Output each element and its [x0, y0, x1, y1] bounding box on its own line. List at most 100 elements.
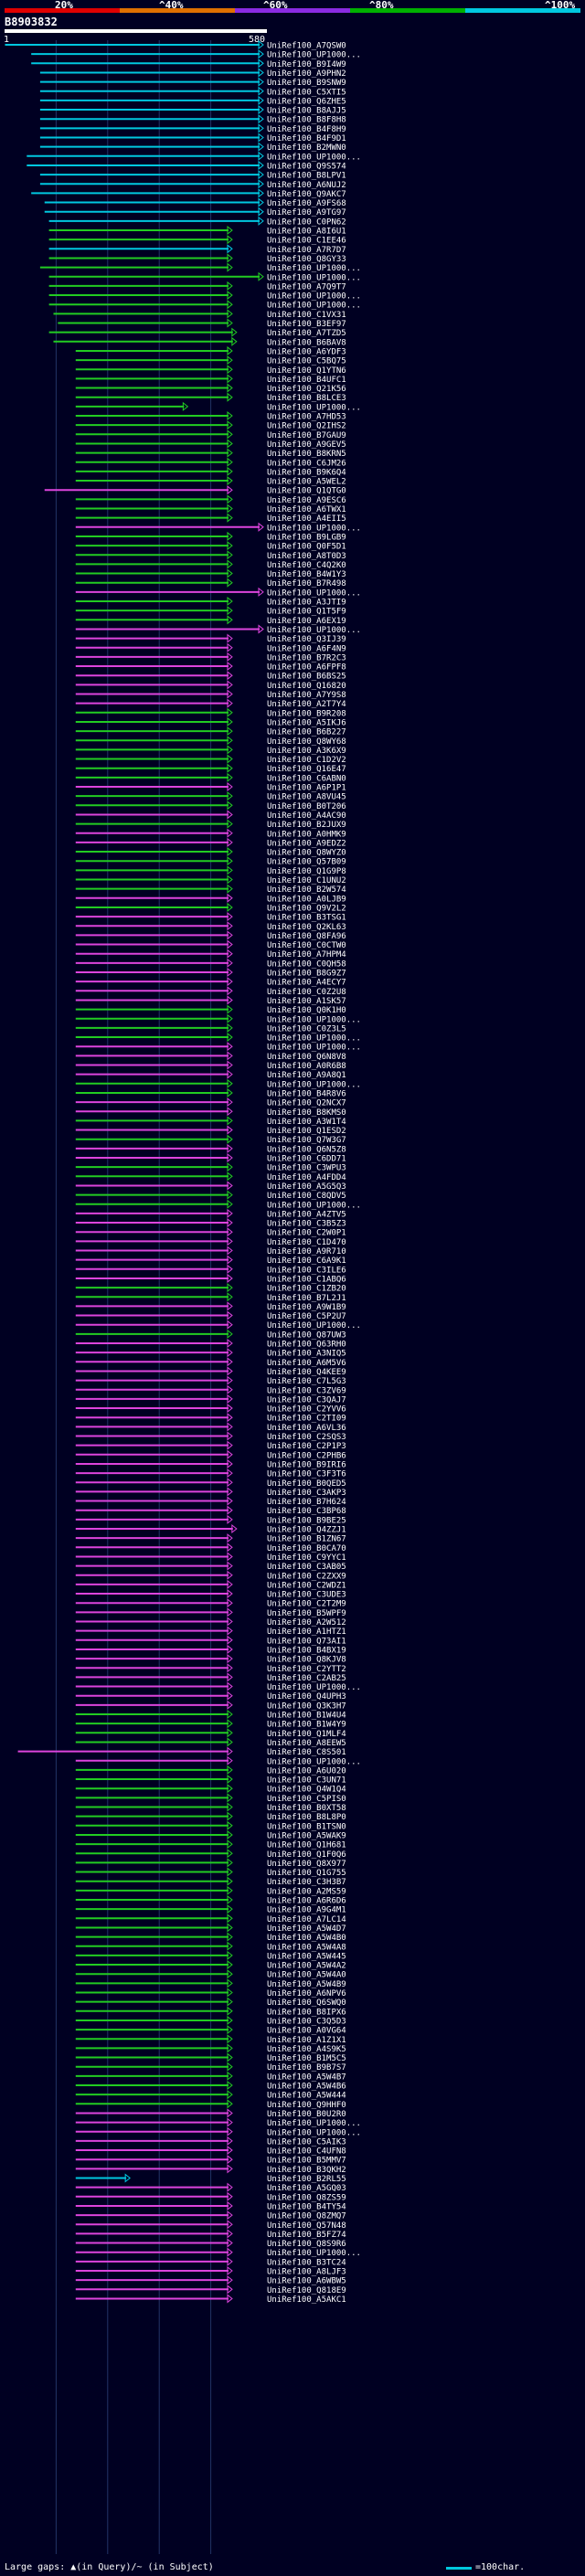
hit-label[interactable]: UniRef100_C3Q5D3	[267, 2017, 346, 2026]
hit-row[interactable]: UniRef100_Q2IHS2	[75, 420, 346, 431]
hit-row[interactable]: UniRef100_C0Z3L5	[75, 1023, 346, 1034]
hit-label[interactable]: UniRef100_Q9AKC7	[267, 190, 346, 199]
hit-row[interactable]: UniRef100_A9TG97	[44, 207, 346, 218]
hit-label[interactable]: UniRef100_B9R208	[267, 709, 346, 718]
hit-row[interactable]: UniRef100_C1ABQ6	[75, 1273, 346, 1285]
hit-row[interactable]: UniRef100_A6EX19	[75, 615, 346, 626]
hit-row[interactable]: UniRef100_Q9S574	[27, 160, 346, 172]
hit-label[interactable]: UniRef100_B1ZN67	[267, 1535, 346, 1544]
hit-row[interactable]: UniRef100_A4FDD4	[75, 1171, 346, 1182]
hit-label[interactable]: UniRef100_A7QSW0	[267, 42, 346, 51]
hit-row[interactable]: UniRef100_UP1000...	[75, 1078, 361, 1090]
hit-label[interactable]: UniRef100_Q3K3H7	[267, 1701, 346, 1711]
hit-label[interactable]: UniRef100_A5W4A8	[267, 1943, 346, 1952]
hit-row[interactable]: UniRef100_B9LGB9	[75, 531, 346, 543]
hit-row[interactable]: UniRef100_A5WAK9	[75, 1829, 346, 1841]
hit-label[interactable]: UniRef100_Q2NCX7	[267, 1099, 346, 1108]
hit-label[interactable]: UniRef100_B0U2R0	[267, 2110, 346, 2119]
hit-label[interactable]: UniRef100_A9GEV5	[267, 440, 346, 450]
hit-row[interactable]: UniRef100_Q1G755	[75, 1867, 346, 1879]
hit-row[interactable]: UniRef100_A0LJB9	[75, 893, 346, 905]
hit-row[interactable]: UniRef100_A6P1P1	[75, 781, 346, 793]
hit-row[interactable]: UniRef100_C1ZB20	[75, 1283, 346, 1294]
hit-row[interactable]: UniRef100_A5W4A8	[75, 1941, 346, 1953]
hit-label[interactable]: UniRef100_C3QAJ7	[267, 1395, 346, 1405]
hit-label[interactable]: UniRef100_C1D470	[267, 1238, 346, 1247]
hit-row[interactable]: UniRef100_UP1000...	[75, 1033, 361, 1044]
hit-row[interactable]: UniRef100_C2YTT2	[75, 1663, 346, 1674]
hit-label[interactable]: UniRef100_Q0K1H0	[267, 1006, 346, 1015]
hit-label[interactable]: UniRef100_A7R7D7	[267, 246, 346, 255]
hit-row[interactable]: UniRef100_A5IKJ6	[75, 716, 346, 728]
hit-label[interactable]: UniRef100_A9G4M1	[267, 1906, 346, 1915]
hit-label[interactable]: UniRef100_UP1000...	[267, 1683, 361, 1692]
hit-row[interactable]: UniRef100_UP1000...	[75, 1320, 361, 1331]
hit-row[interactable]: UniRef100_C1EE46	[48, 235, 346, 246]
hit-row[interactable]: UniRef100_A7HD53	[75, 410, 346, 422]
hit-row[interactable]: UniRef100_A0R6B8	[75, 1060, 346, 1072]
hit-row[interactable]: UniRef100_B0XT58	[75, 1802, 346, 1814]
hit-row[interactable]: UniRef100_Q6ZHE5	[39, 95, 346, 107]
hit-row[interactable]: UniRef100_B4W1Y3	[75, 568, 346, 580]
hit-label[interactable]: UniRef100_C2SQS3	[267, 1433, 346, 1442]
hit-row[interactable]: UniRef100_A9R710	[75, 1246, 346, 1257]
hit-row[interactable]: UniRef100_A9W1B9	[75, 1301, 346, 1312]
hit-row[interactable]: UniRef100_B3TSG1	[75, 912, 346, 923]
hit-row[interactable]: UniRef100_C2ZXX9	[75, 1570, 346, 1582]
hit-row[interactable]: UniRef100_Q8ZMQ7	[75, 2210, 346, 2221]
hit-label[interactable]: UniRef100_C3B5Z3	[267, 1220, 346, 1229]
hit-row[interactable]: UniRef100_B9K6Q4	[75, 466, 346, 478]
hit-label[interactable]: UniRef100_B8KRN5	[267, 450, 346, 459]
hit-label[interactable]: UniRef100_Q1MLF4	[267, 1730, 346, 1739]
hit-label[interactable]: UniRef100_C1ZB20	[267, 1285, 346, 1294]
hit-row[interactable]: UniRef100_C2T2M9	[75, 1598, 346, 1609]
hit-label[interactable]: UniRef100_B6BS25	[267, 673, 346, 682]
hit-row[interactable]: UniRef100_B2RL55	[75, 2173, 346, 2185]
hit-label[interactable]: UniRef100_C0Z2U8	[267, 988, 346, 997]
hit-row[interactable]: UniRef100_A1SK57	[75, 995, 346, 1006]
hit-row[interactable]: UniRef100_A9ESC6	[75, 494, 346, 505]
hit-label[interactable]: UniRef100_A5W4D7	[267, 1924, 346, 1934]
hit-label[interactable]: UniRef100_A4ECY7	[267, 979, 346, 988]
hit-row[interactable]: UniRef100_C5XTI5	[39, 86, 346, 98]
hit-row[interactable]: UniRef100_B8LCE3	[75, 392, 346, 404]
hit-label[interactable]: UniRef100_B4W1Y3	[267, 570, 346, 579]
hit-row[interactable]: UniRef100_A5W4B9	[75, 1978, 346, 1989]
hit-row[interactable]: UniRef100_Q8FA96	[75, 930, 346, 941]
hit-label[interactable]: UniRef100_B1TSN0	[267, 1822, 346, 1831]
hit-label[interactable]: UniRef100_B5FZ74	[267, 2231, 346, 2240]
hit-row[interactable]: UniRef100_A7Y9S8	[75, 689, 346, 701]
hit-row[interactable]: UniRef100_A2MS59	[75, 1885, 346, 1897]
hit-row[interactable]: UniRef100_C1UNU2	[75, 875, 346, 886]
hit-row[interactable]: UniRef100_C2PHB6	[75, 1449, 346, 1461]
hit-row[interactable]: UniRef100_Q1ESD2	[75, 1125, 346, 1137]
hit-row[interactable]: UniRef100_A8EEW5	[75, 1737, 346, 1748]
hit-label[interactable]: UniRef100_UP1000...	[267, 626, 361, 635]
hit-row[interactable]: UniRef100_B6BAV8	[53, 336, 346, 348]
hit-label[interactable]: UniRef100_A1Z1X1	[267, 2036, 346, 2045]
hit-label[interactable]: UniRef100_A6TWX1	[267, 505, 346, 514]
hit-label[interactable]: UniRef100_A6NUJ2	[267, 181, 346, 190]
hit-row[interactable]: UniRef100_Q2NCX7	[75, 1097, 346, 1108]
hit-row[interactable]: UniRef100_Q16E47	[75, 763, 346, 775]
hit-label[interactable]: UniRef100_Q8FA96	[267, 932, 346, 941]
hit-label[interactable]: UniRef100_Q1T5F9	[267, 608, 346, 617]
hit-label[interactable]: UniRef100_UP1000...	[267, 153, 361, 162]
hit-row[interactable]: UniRef100_A6WBW5	[75, 2275, 346, 2286]
hit-label[interactable]: UniRef100_A6P1P1	[267, 784, 346, 793]
hit-label[interactable]: UniRef100_Q16820	[267, 682, 346, 691]
hit-row[interactable]: UniRef100_Q8KJV8	[75, 1654, 346, 1665]
hit-label[interactable]: UniRef100_C2AB25	[267, 1674, 346, 1683]
hit-label[interactable]: UniRef100_A1SK57	[267, 997, 346, 1006]
hit-label[interactable]: UniRef100_C4Q2K0	[267, 561, 346, 570]
hit-row[interactable]: UniRef100_C5P2U7	[75, 1310, 346, 1322]
hit-label[interactable]: UniRef100_C5BQ75	[267, 357, 346, 366]
hit-row[interactable]: UniRef100_C3AB05	[75, 1561, 346, 1573]
hit-row[interactable]: UniRef100_Q6SWQ0	[75, 1997, 346, 2009]
hit-row[interactable]: UniRef100_C2TI09	[75, 1413, 346, 1424]
hit-row[interactable]: UniRef100_A4S9K5	[75, 2043, 346, 2054]
hit-row[interactable]: UniRef100_Q8WY68	[75, 736, 346, 747]
hit-row[interactable]: UniRef100_UP1000...	[48, 291, 361, 302]
hit-label[interactable]: UniRef100_A6VL36	[267, 1424, 346, 1433]
hit-label[interactable]: UniRef100_A7HD53	[267, 413, 346, 422]
